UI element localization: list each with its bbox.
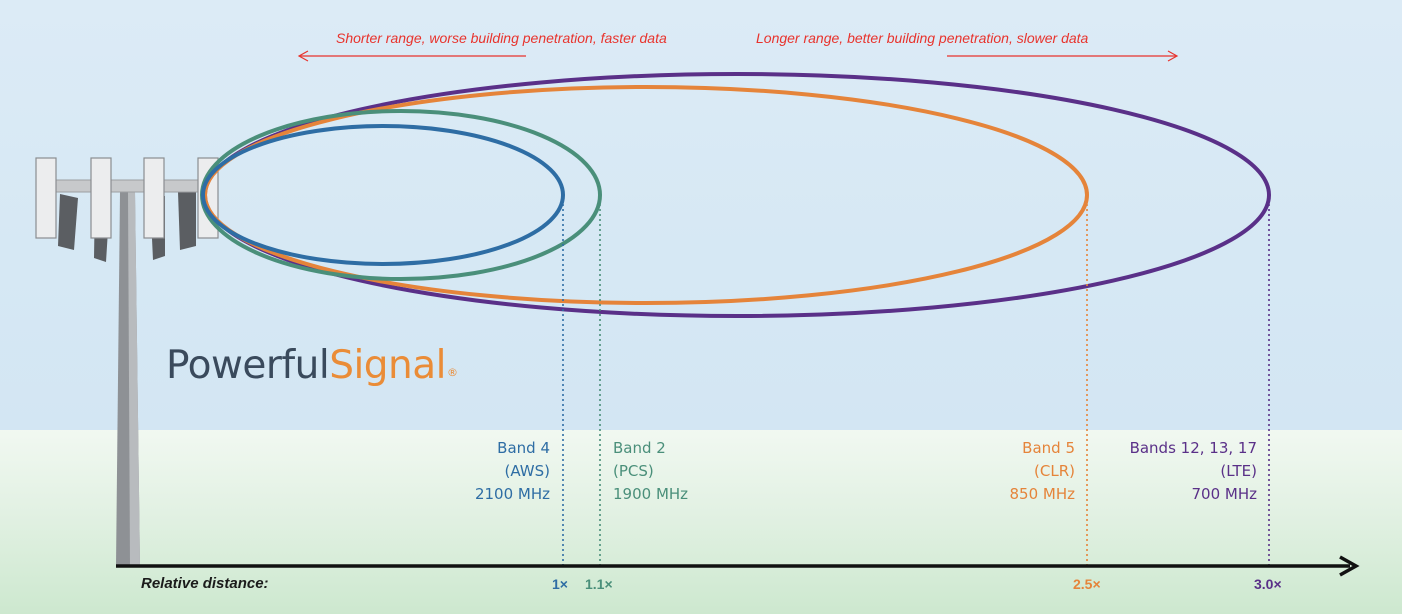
caption-shorter-range: Shorter range, worse building penetratio… — [336, 30, 667, 46]
tower-back-panel — [58, 194, 78, 250]
band-name: Band 2 — [613, 439, 666, 457]
band-designation: (CLR) — [1034, 462, 1075, 480]
band-name: Band 4 — [497, 439, 550, 457]
left-arrow — [297, 50, 526, 62]
band-label-band2: Band 2 (PCS) 1900 MHz — [613, 437, 688, 506]
logo-text-signal: Signal — [329, 343, 447, 388]
band-frequency: 1900 MHz — [613, 485, 689, 503]
band-name: Band 5 — [1022, 439, 1075, 457]
distance-axis — [116, 555, 1360, 577]
band-designation: (LTE) — [1220, 462, 1257, 480]
coverage-ellipse-band2 — [200, 109, 602, 281]
antenna-panel — [143, 157, 165, 239]
band-frequency: 700 MHz — [1191, 485, 1258, 503]
ground-background — [0, 430, 1402, 614]
band-label-band4: Band 4 (AWS) 2100 MHz — [475, 437, 550, 506]
right-arrow — [947, 50, 1179, 62]
band-label-band5: Band 5 (CLR) 850 MHz — [1010, 437, 1076, 506]
coverage-ellipse-band4 — [201, 124, 565, 266]
antenna-panel — [90, 157, 112, 239]
band-label-lte: Bands 12, 13, 17 (LTE) 700 MHz — [1130, 437, 1257, 506]
tower-crossarm — [39, 179, 217, 193]
band-designation: (AWS) — [504, 462, 551, 480]
cell-tower-icon — [35, 157, 219, 566]
tick-label-band4: 1× — [552, 576, 568, 592]
sky-background — [0, 0, 1402, 430]
tower-pole-highlight — [128, 192, 140, 566]
logo-registered-mark: ® — [447, 366, 458, 379]
band-frequency: 2100 MHz — [474, 485, 550, 503]
caption-longer-range: Longer range, better building penetratio… — [756, 30, 1089, 46]
antenna-panel — [35, 157, 57, 239]
powerfulsignal-logo: PowerfulSignal® — [166, 343, 458, 388]
logo-text-powerful: Powerful — [166, 343, 330, 388]
coverage-ellipse-band5 — [203, 85, 1089, 305]
band-designation: (PCS) — [613, 462, 654, 480]
tick-label-band5: 2.5× — [1073, 576, 1101, 592]
axis-title: Relative distance: — [141, 575, 269, 592]
band-name: Bands 12, 13, 17 — [1129, 439, 1257, 457]
tick-label-band2: 1.1× — [585, 576, 613, 592]
tick-label-lte: 3.0× — [1254, 576, 1282, 592]
band-frequency: 850 MHz — [1009, 485, 1076, 503]
tower-back-panel — [178, 190, 196, 250]
